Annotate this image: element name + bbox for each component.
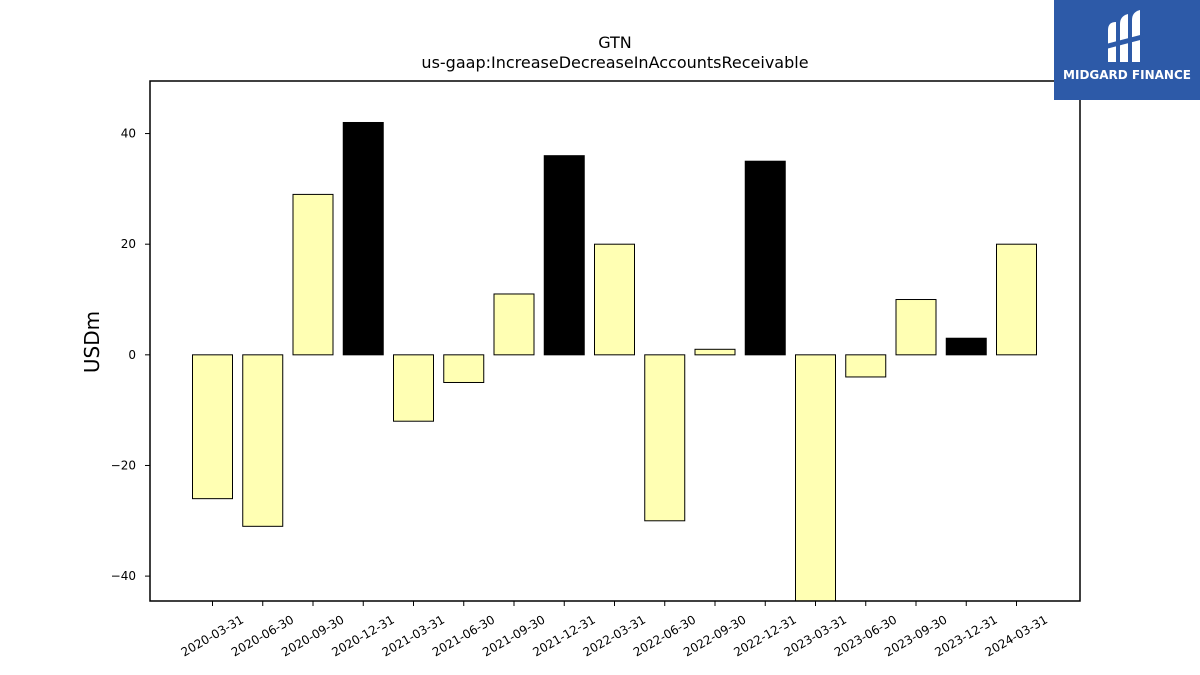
y-tick-label: −40: [111, 569, 136, 583]
bar-2023-06-30: [845, 354, 887, 378]
chart-title: GTN: [598, 33, 632, 52]
bar-2020-06-30: [242, 354, 284, 527]
chart-subtitle: us-gaap:IncreaseDecreaseInAccountsReceiv…: [421, 53, 808, 72]
bar-2022-06-30: [644, 354, 686, 522]
bars: [192, 121, 1037, 602]
bar-2021-09-30: [493, 293, 535, 356]
bar-2020-03-31: [192, 354, 233, 500]
bar-2023-03-31: [795, 354, 836, 602]
bar-2023-09-30: [895, 299, 937, 356]
logo-text: MIDGARD FINANCE: [1063, 68, 1191, 82]
bar-2020-09-30: [292, 193, 334, 356]
bar-2020-12-31: [342, 121, 384, 356]
bar-2021-06-30: [443, 354, 485, 383]
midgard-finance-logo: MIDGARD FINANCE: [1054, 0, 1200, 100]
bar-2024-03-31: [996, 243, 1037, 356]
bar-2022-03-31: [594, 243, 635, 356]
y-tick-label: 0: [128, 348, 136, 362]
y-tick-label: 40: [121, 127, 136, 141]
bar-2022-09-30: [694, 348, 736, 356]
plot-frame: [149, 80, 1081, 602]
bar-2021-03-31: [393, 354, 434, 422]
bar-2021-12-31: [543, 155, 585, 356]
y-tick-label: 20: [121, 237, 136, 251]
midgard-logo-icon: [1106, 10, 1144, 62]
y-tick-label: −20: [111, 458, 136, 472]
bar-2022-12-31: [744, 160, 786, 356]
y-axis-ticks: −40 −20 0 20 40: [111, 127, 150, 583]
y-axis-label: USDm: [80, 311, 104, 373]
bar-2023-12-31: [945, 337, 987, 356]
x-axis-ticks: 2020-03-312020-06-302020-09-302020-12-31…: [179, 601, 1050, 659]
